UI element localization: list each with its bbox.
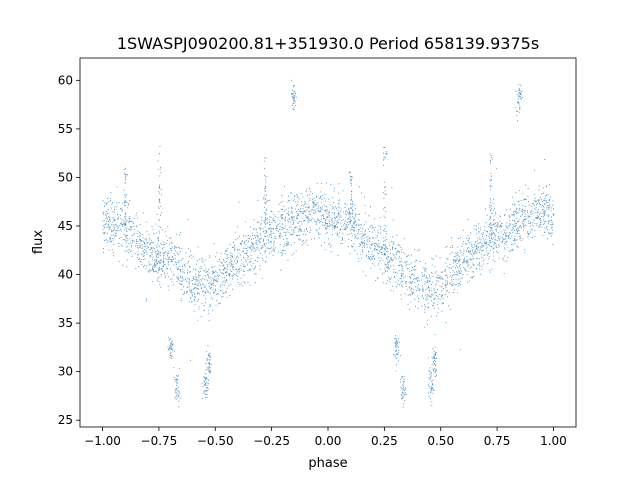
x-tick-label: −0.25: [253, 434, 290, 448]
y-tick-label: 45: [58, 219, 73, 233]
y-tick-label: 25: [58, 413, 73, 427]
y-axis-label: flux: [31, 230, 46, 254]
x-tick-label: −0.75: [141, 434, 178, 448]
plot-frame: [79, 57, 577, 428]
data-points: [102, 79, 555, 408]
x-axis-label: phase: [308, 456, 347, 471]
x-tick-label: 0.50: [427, 434, 454, 448]
x-tick-label: 0.25: [371, 434, 398, 448]
y-tick-label: 40: [58, 268, 73, 282]
y-tick-label: 50: [58, 170, 73, 184]
y-tick-label: 60: [58, 73, 73, 87]
y-axis-ticks: 25 30 35 40 45 50 55 60: [58, 73, 80, 427]
x-tick-label: 0.00: [315, 434, 342, 448]
scatter-points: [102, 79, 555, 408]
x-tick-label: −1.00: [84, 434, 121, 448]
chart-title: 1SWASPJ090200.81+351930.0 Period 658139.…: [117, 34, 539, 53]
x-tick-label: −0.50: [197, 434, 234, 448]
x-tick-label: 0.75: [484, 434, 511, 448]
y-tick-label: 35: [58, 316, 73, 330]
x-axis-ticks: −1.00 −0.75 −0.50 −0.25 0.00 0.25 0.50 0.75 1.00: [84, 427, 567, 448]
x-tick-label: 1.00: [540, 434, 567, 448]
y-tick-label: 55: [58, 122, 73, 136]
y-tick-label: 30: [58, 365, 73, 379]
